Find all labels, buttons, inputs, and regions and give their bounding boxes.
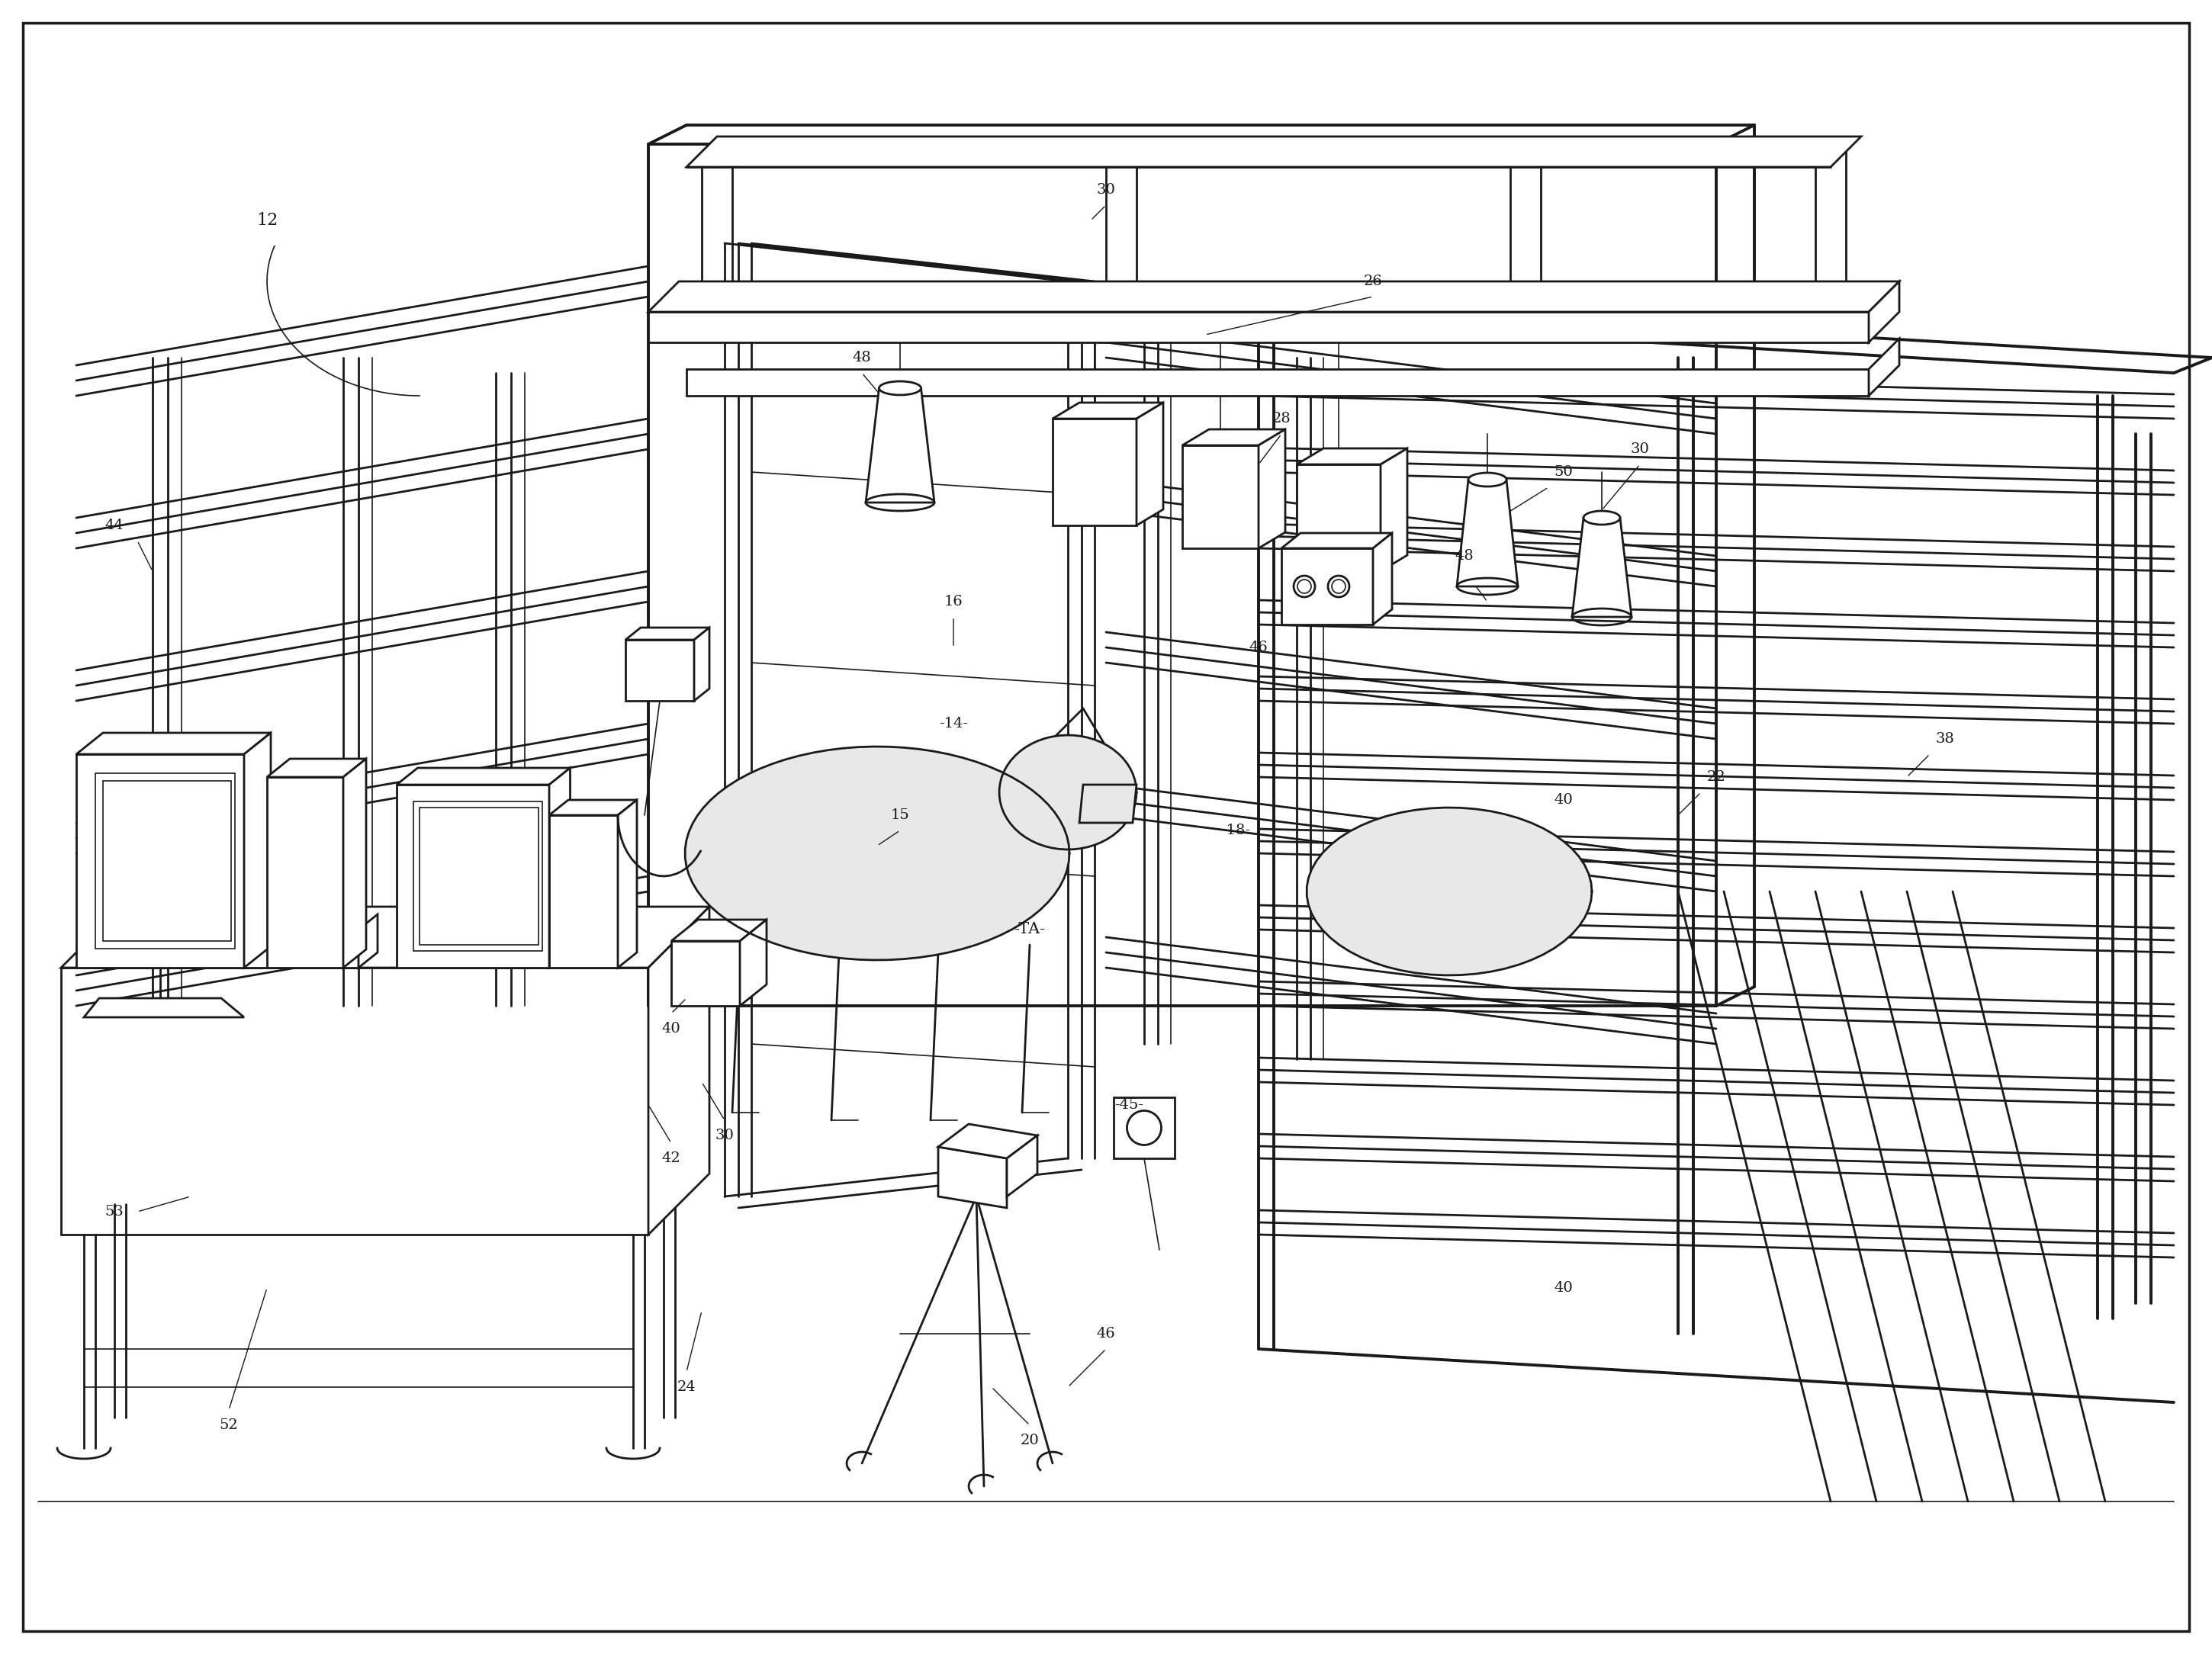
Polygon shape xyxy=(1458,480,1517,587)
Polygon shape xyxy=(1259,430,1285,547)
Text: 42: 42 xyxy=(661,1151,681,1164)
Text: 40: 40 xyxy=(1555,1282,1573,1295)
Text: 40: 40 xyxy=(1555,792,1573,807)
Text: 26: 26 xyxy=(1363,275,1382,288)
Text: 40: 40 xyxy=(661,1022,681,1035)
Polygon shape xyxy=(62,906,710,968)
Polygon shape xyxy=(1296,465,1380,571)
Polygon shape xyxy=(95,772,234,949)
Text: 24: 24 xyxy=(677,1379,697,1394)
Text: 50: 50 xyxy=(1555,465,1573,480)
Polygon shape xyxy=(268,759,367,777)
Polygon shape xyxy=(396,767,571,784)
Polygon shape xyxy=(1181,445,1259,547)
Text: 48: 48 xyxy=(1455,549,1473,562)
Polygon shape xyxy=(396,784,549,968)
Polygon shape xyxy=(648,313,1869,342)
Polygon shape xyxy=(358,915,378,968)
Text: 30: 30 xyxy=(1097,184,1115,197)
Polygon shape xyxy=(75,733,270,754)
Text: 30: 30 xyxy=(714,1128,734,1143)
Polygon shape xyxy=(1181,430,1285,445)
Polygon shape xyxy=(104,781,230,941)
Polygon shape xyxy=(1281,547,1374,625)
Polygon shape xyxy=(1053,402,1164,418)
Polygon shape xyxy=(617,801,637,968)
Polygon shape xyxy=(414,802,542,951)
Polygon shape xyxy=(420,807,540,944)
Polygon shape xyxy=(686,137,1860,167)
Polygon shape xyxy=(1113,1097,1175,1158)
Text: -45-: -45- xyxy=(1115,1098,1144,1111)
Polygon shape xyxy=(1573,518,1632,617)
Text: 46: 46 xyxy=(1250,640,1267,655)
Text: 44: 44 xyxy=(104,519,124,533)
Polygon shape xyxy=(739,920,768,1006)
Polygon shape xyxy=(343,759,367,968)
Ellipse shape xyxy=(1469,473,1506,486)
Text: 20: 20 xyxy=(1020,1434,1040,1447)
Text: 52: 52 xyxy=(219,1419,239,1432)
Text: 38: 38 xyxy=(1936,733,1955,746)
Polygon shape xyxy=(938,1146,1006,1207)
Polygon shape xyxy=(1006,1135,1037,1196)
Polygon shape xyxy=(91,930,358,968)
Polygon shape xyxy=(686,746,1068,959)
Polygon shape xyxy=(648,906,710,1234)
Polygon shape xyxy=(549,815,617,968)
Polygon shape xyxy=(1137,402,1164,526)
Polygon shape xyxy=(1374,533,1391,625)
Polygon shape xyxy=(670,941,739,1006)
Polygon shape xyxy=(1380,448,1407,571)
Polygon shape xyxy=(1053,418,1137,526)
Polygon shape xyxy=(1281,533,1391,547)
Text: 48: 48 xyxy=(852,351,872,364)
Polygon shape xyxy=(1869,339,1900,395)
Ellipse shape xyxy=(1584,511,1619,524)
Text: 46: 46 xyxy=(1097,1327,1115,1341)
Polygon shape xyxy=(549,801,637,815)
Text: 30: 30 xyxy=(1630,442,1650,457)
Polygon shape xyxy=(865,389,933,503)
Text: 12: 12 xyxy=(257,212,279,228)
Polygon shape xyxy=(1000,734,1137,850)
Polygon shape xyxy=(549,767,571,968)
Ellipse shape xyxy=(878,382,920,395)
Polygon shape xyxy=(695,627,710,701)
Polygon shape xyxy=(626,627,710,640)
Polygon shape xyxy=(938,1125,1037,1158)
Text: 28: 28 xyxy=(1272,412,1292,425)
Text: -14-: -14- xyxy=(938,716,969,731)
Polygon shape xyxy=(268,777,343,968)
Text: 22: 22 xyxy=(1708,771,1725,784)
Text: -18-: -18- xyxy=(1221,824,1250,837)
Polygon shape xyxy=(686,369,1869,395)
Polygon shape xyxy=(75,754,243,968)
Polygon shape xyxy=(1869,281,1900,342)
Polygon shape xyxy=(1307,807,1593,976)
Text: 16: 16 xyxy=(945,595,962,609)
Polygon shape xyxy=(670,920,768,941)
Text: 15: 15 xyxy=(891,809,909,822)
Polygon shape xyxy=(84,999,243,1017)
Text: -TA-: -TA- xyxy=(1013,923,1046,936)
Polygon shape xyxy=(1079,784,1137,822)
Polygon shape xyxy=(626,640,695,701)
Polygon shape xyxy=(243,733,270,968)
Text: 53: 53 xyxy=(104,1204,124,1219)
Polygon shape xyxy=(1296,448,1407,465)
Polygon shape xyxy=(648,281,1900,313)
